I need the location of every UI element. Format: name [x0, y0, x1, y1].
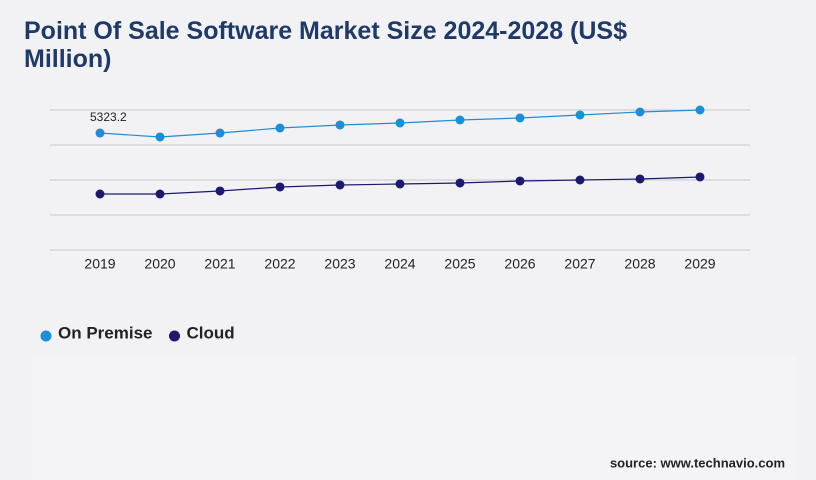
- x-tick-label: 2026: [504, 256, 535, 272]
- point: [695, 172, 705, 182]
- point: [95, 128, 105, 138]
- point: [275, 182, 285, 192]
- x-tick-label: 2029: [684, 256, 715, 272]
- x-tick-label: 2022: [264, 256, 295, 272]
- point: [515, 176, 525, 186]
- point: [635, 107, 645, 117]
- panel: [32, 355, 796, 480]
- x-tick-label: 2021: [204, 256, 235, 272]
- point: [635, 174, 645, 184]
- data-label: 5323.2: [90, 110, 127, 124]
- legend-label: Cloud: [187, 323, 235, 342]
- legend-marker: [169, 330, 180, 342]
- point: [215, 186, 225, 196]
- x-tick-label: 2023: [324, 256, 355, 272]
- point: [455, 178, 465, 188]
- legend-marker: [40, 330, 52, 342]
- x-tick-label: 2024: [384, 256, 415, 272]
- point: [695, 105, 705, 115]
- x-tick-label: 2028: [624, 256, 655, 272]
- point: [155, 132, 165, 142]
- point: [155, 189, 165, 199]
- source: source: www.technavio.com: [610, 455, 785, 470]
- chart-title: Point Of Sale Software Market Size 2024-…: [24, 17, 627, 73]
- x-tick-label: 2019: [84, 256, 115, 272]
- x-tick-label: 2025: [444, 256, 475, 272]
- legend-label: On Premise: [58, 323, 153, 342]
- point: [215, 128, 225, 138]
- x-tick-label: 2027: [564, 256, 595, 272]
- point: [395, 179, 405, 189]
- point: [275, 123, 285, 133]
- point: [455, 115, 465, 125]
- point: [335, 180, 345, 190]
- x-tick-label: 2020: [144, 256, 175, 272]
- point: [575, 110, 585, 120]
- point: [335, 120, 345, 130]
- point: [95, 189, 105, 199]
- point: [395, 118, 405, 128]
- point: [515, 113, 525, 123]
- point: [575, 175, 585, 185]
